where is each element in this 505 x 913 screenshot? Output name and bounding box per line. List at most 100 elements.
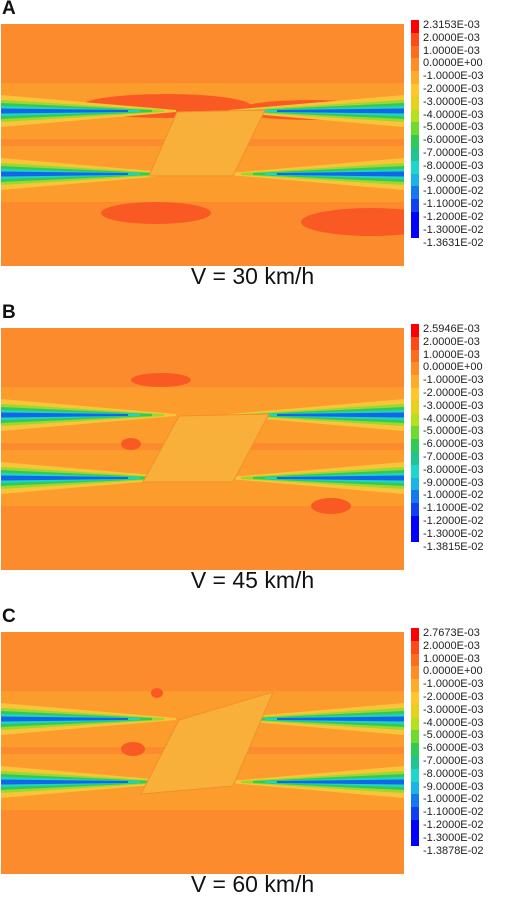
legend-swatch (411, 135, 419, 148)
legend-row: -5.0000E-03 (408, 729, 505, 744)
legend-row: 1.0000E-03 (408, 349, 505, 363)
legend-swatch (411, 640, 419, 654)
legend-label: -1.3000E-02 (423, 527, 484, 540)
strain-streak (1, 716, 128, 722)
panel-b: B 2.5946E-03 2.0000E-03 1.0000E-03 0.0000E+… (0, 302, 505, 608)
legend-swatch (411, 477, 419, 491)
legend-swatch (411, 160, 419, 174)
legend-row: -1.2000E-02 (408, 211, 505, 225)
legend-swatch (411, 679, 419, 692)
hot-region (101, 202, 211, 224)
legend-row: -5.0000E-03 (408, 121, 505, 136)
legend-label: -3.0000E-03 (423, 399, 484, 412)
strain-streak (1, 779, 128, 785)
legend-row: 2.0000E-03 (408, 336, 505, 350)
legend-swatch (411, 794, 419, 808)
legend-swatch (411, 807, 419, 820)
panel-label: B (2, 302, 16, 323)
legend-row: -2.0000E-03 (408, 386, 505, 401)
strain-streak (277, 779, 404, 785)
legend-swatch (411, 439, 419, 452)
legend-swatch (411, 324, 419, 337)
strain-streak (1, 475, 128, 481)
legend-row: -8.0000E-03 (408, 464, 505, 478)
legend-row: -7.0000E-03 (408, 146, 505, 161)
legend-label: -2.0000E-03 (423, 386, 484, 399)
legend-row: -9.0000E-03 (408, 781, 505, 795)
panel-label: A (2, 0, 16, 19)
legend-row: -1.0000E-03 (408, 374, 505, 388)
center-slab (148, 109, 266, 177)
hot-region (121, 742, 145, 756)
legend-swatch (411, 400, 419, 414)
legend-row: -1.3815E-02 (408, 541, 505, 555)
legend-swatch (411, 426, 419, 440)
legend-row: 0.0000E+00 (408, 665, 505, 680)
hot-region (311, 498, 351, 514)
legend-row: -1.3000E-02 (408, 223, 505, 238)
hot-region (121, 438, 141, 450)
legend-row: -6.0000E-03 (408, 134, 505, 148)
legend-label: 2.7673E-03 (423, 627, 480, 639)
legend-row: 1.0000E-03 (408, 652, 505, 667)
legend-swatch (411, 832, 419, 846)
legend-label: -1.2000E-02 (423, 818, 484, 831)
legend-swatch (411, 490, 419, 504)
speed-caption: V = 60 km/h (190, 871, 315, 897)
legend-swatch (411, 336, 419, 350)
legend-swatch (411, 413, 419, 427)
legend-row: -2.0000E-03 (408, 691, 505, 705)
legend-swatch (411, 717, 419, 731)
legend-swatch (411, 349, 419, 363)
legend-label: -9.0000E-03 (423, 476, 484, 489)
legend-swatch (411, 387, 419, 401)
legend-label: -1.0000E-03 (423, 70, 484, 83)
legend-row: -6.0000E-03 (408, 742, 505, 756)
contour-plot (1, 632, 404, 874)
legend-row: -4.0000E-03 (408, 109, 505, 123)
panel-a: A 2.3153E-03 2.0000E-03 1.0000E-03 0.0000E+… (0, 0, 505, 304)
legend-label: -1.3000E-02 (423, 223, 484, 236)
legend-swatch (411, 96, 419, 110)
legend-row: -7.0000E-03 (408, 754, 505, 769)
legend-label: -2.0000E-03 (423, 82, 484, 95)
legend-label: -1.0000E-02 (423, 489, 484, 502)
legend-label: 1.0000E-03 (423, 652, 480, 665)
legend-row: -3.0000E-03 (408, 96, 505, 110)
legend-label: -1.0000E-03 (423, 678, 484, 691)
legend-label: -1.3878E-02 (423, 844, 484, 857)
legend-label: -5.0000E-03 (423, 425, 484, 438)
legend-row: -1.1000E-02 (408, 198, 505, 212)
legend-label: -4.0000E-03 (423, 716, 484, 729)
speed-caption: V = 45 km/h (190, 567, 315, 593)
legend-label: -7.0000E-03 (423, 754, 484, 767)
legend-row: -1.2000E-02 (408, 818, 505, 833)
color-legend: 2.3153E-03 2.0000E-03 1.0000E-03 0.0000E+00… (408, 19, 505, 251)
legend-row: 1.0000E-03 (408, 45, 505, 59)
legend-row: 2.0000E-03 (408, 640, 505, 654)
strain-streak (277, 108, 404, 114)
legend-row: -2.0000E-03 (408, 82, 505, 97)
contour-svg (1, 24, 404, 266)
legend-label: -1.3631E-02 (423, 236, 484, 249)
legend-swatch (411, 375, 419, 388)
legend-label: 0.0000E+00 (423, 57, 483, 70)
legend-row: -1.0000E-03 (408, 678, 505, 692)
legend-row: -4.0000E-03 (408, 413, 505, 427)
strain-streak (1, 171, 128, 177)
legend-swatch (411, 58, 419, 72)
legend-swatch (411, 211, 419, 225)
legend-label: 0.0000E+00 (423, 361, 483, 374)
legend-label: -9.0000E-03 (423, 172, 484, 185)
strain-streak (1, 108, 128, 114)
legend-label: -7.0000E-03 (423, 146, 484, 159)
hot-region (151, 688, 163, 698)
legend-row: -1.1000E-02 (408, 806, 505, 820)
legend-swatch (411, 755, 419, 769)
legend-row: 0.0000E+00 (408, 361, 505, 376)
legend-swatch (411, 173, 419, 187)
legend-swatch (411, 451, 419, 465)
legend-row: -1.3631E-02 (408, 236, 505, 251)
legend-swatch (411, 122, 419, 136)
legend-row: -1.1000E-02 (408, 502, 505, 516)
